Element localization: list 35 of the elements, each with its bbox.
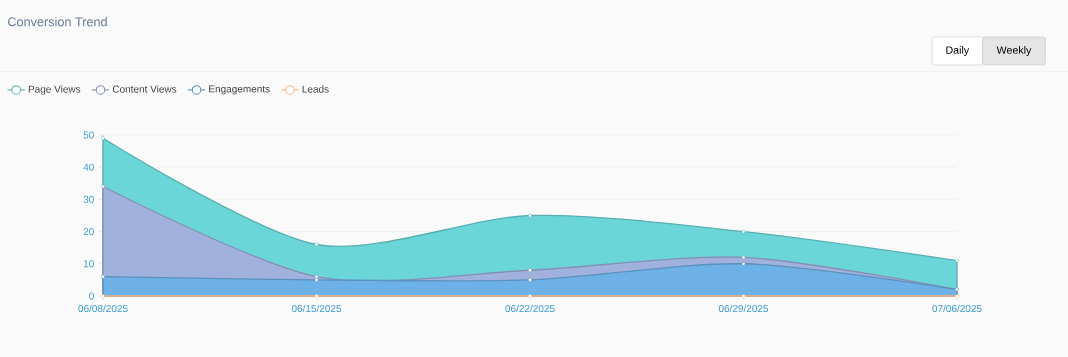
point [101,184,105,189]
point [101,274,105,279]
x-tick-label: 06/29/2025 [718,304,769,313]
legend-label: Content Views [112,85,177,93]
chart-title: Conversion Trend [8,17,107,27]
point [314,294,319,298]
point [528,294,532,298]
legend-label: Engagements [209,85,270,95]
point [741,294,746,298]
y-tick-label: 10 [83,260,94,268]
y-tick-label: 30 [83,195,94,203]
point [955,294,959,298]
point [314,242,319,247]
legend-label: Page Views [28,85,81,95]
x-tick-label: 06/15/2025 [291,304,342,313]
y-tick-label: 50 [83,131,94,139]
point [314,278,319,282]
x-tick-label: 06/08/2025 [78,304,128,313]
y-tick-label: 20 [83,228,94,236]
x-tick-label: 06/22/2025 [505,304,555,313]
x-tick-label: 07/06/2025 [932,304,982,313]
point [741,229,746,234]
point [314,274,319,279]
point [528,213,532,218]
y-tick-label: 0 [89,292,94,300]
point [101,294,105,298]
text: Weekly [996,46,1032,56]
y-tick-label: 40 [83,163,94,171]
point [101,136,105,141]
point [528,278,532,282]
point [741,261,746,266]
point [955,258,959,263]
legend-label: Leads [302,85,329,93]
point [741,255,746,260]
text: Daily [946,46,970,56]
